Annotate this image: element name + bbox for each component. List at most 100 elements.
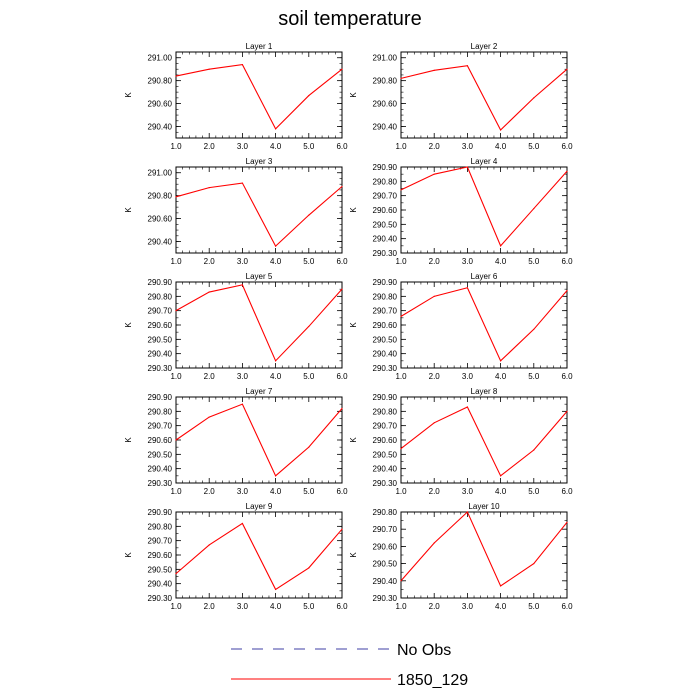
y-tick-label: 290.50 [373, 220, 398, 229]
y-tick-label: 290.90 [148, 508, 173, 517]
y-axis-label: K [349, 92, 358, 98]
y-tick-label: 290.70 [148, 422, 173, 431]
y-tick-label: 290.40 [148, 580, 173, 589]
plot-frame [175, 281, 343, 369]
y-tick-label: 290.70 [373, 422, 398, 431]
panel-layer-4: Layer 4 1.0 2.0 3.0 4.0 5.0 6.0 290.30 290.40 290… [349, 157, 573, 266]
y-axis-label: K [124, 92, 133, 98]
x-tick-label: 2.0 [204, 372, 216, 381]
data-point [500, 129, 502, 131]
data-point [400, 77, 402, 79]
y-tick-label: 290.50 [148, 565, 173, 574]
y-tick-label: 290.40 [373, 465, 398, 474]
y-tick-label: 290.40 [148, 350, 173, 359]
x-tick-label: 6.0 [336, 372, 348, 381]
y-tick-label: 290.80 [148, 407, 173, 416]
data-point [308, 325, 310, 328]
data-point [341, 68, 343, 70]
series-line-1850-129 [400, 406, 568, 477]
legend: No Obs 1850_129 [231, 642, 468, 689]
x-tick-label: 4.0 [495, 487, 507, 496]
y-tick-label: 290.90 [148, 393, 173, 402]
data-point [566, 290, 568, 292]
data-point [308, 94, 310, 97]
y-tick-label: 290.80 [148, 522, 173, 531]
panel-title: Layer 6 [471, 272, 498, 281]
panel-title: Layer 7 [246, 387, 273, 396]
panel-layer-10: Layer 10 1.0 2.0 3.0 4.0 5.0 6.0 290.30 290.40 29… [349, 502, 573, 611]
panel-title: Layer 8 [471, 387, 498, 396]
x-tick-label: 5.0 [303, 602, 315, 611]
x-tick-label: 1.0 [170, 602, 182, 611]
y-tick-label: 290.40 [148, 123, 173, 132]
x-tick-label: 4.0 [495, 602, 507, 611]
data-point [466, 166, 468, 168]
data-point [208, 291, 210, 293]
data-point [466, 65, 468, 67]
y-tick-label: 290.40 [373, 235, 398, 244]
y-tick-label: 290.60 [373, 542, 398, 551]
data-point [341, 288, 343, 290]
y-tick-label: 290.30 [148, 364, 173, 373]
y-tick-label: 290.50 [148, 335, 173, 344]
x-tick-label: 4.0 [495, 142, 507, 151]
y-tick-label: 290.60 [373, 321, 398, 330]
y-tick-label: 290.80 [373, 292, 398, 301]
x-tick-label: 1.0 [170, 142, 182, 151]
y-tick-label: 290.30 [148, 594, 173, 603]
x-tick-label: 6.0 [561, 487, 573, 496]
y-tick-label: 290.50 [373, 560, 398, 569]
x-tick-label: 3.0 [237, 142, 249, 151]
x-tick-label: 6.0 [336, 487, 348, 496]
y-axis-label: K [124, 437, 133, 443]
legend-label-1: No Obs [397, 642, 451, 659]
panel-title: Layer 10 [468, 502, 500, 511]
x-tick-label: 1.0 [395, 372, 407, 381]
data-point [533, 328, 535, 330]
x-tick-label: 5.0 [303, 372, 315, 381]
x-tick-label: 5.0 [528, 602, 540, 611]
series-line-1850-129 [400, 511, 568, 587]
y-tick-label: 290.70 [148, 307, 173, 316]
x-tick-label: 6.0 [561, 257, 573, 266]
data-point [275, 588, 277, 591]
data-point [275, 128, 277, 130]
data-point [500, 585, 502, 587]
x-tick-label: 5.0 [528, 257, 540, 266]
data-point [308, 214, 310, 216]
y-tick-label: 290.50 [148, 450, 173, 459]
x-tick-label: 2.0 [429, 602, 441, 611]
y-tick-label: 290.80 [148, 77, 173, 86]
panel-title: Layer 1 [246, 42, 273, 51]
data-point [533, 563, 535, 565]
x-tick-label: 3.0 [462, 487, 474, 496]
plot-frame [400, 511, 568, 599]
data-point [241, 284, 243, 286]
y-tick-label: 290.40 [148, 238, 173, 247]
y-tick-label: 290.70 [148, 537, 173, 546]
data-point [433, 295, 435, 297]
y-tick-label: 290.40 [373, 123, 398, 132]
panel-title: Layer 2 [471, 42, 498, 51]
x-tick-label: 1.0 [395, 257, 407, 266]
x-tick-label: 6.0 [561, 602, 573, 611]
x-tick-label: 4.0 [495, 257, 507, 266]
x-tick-label: 4.0 [495, 372, 507, 381]
y-tick-label: 290.70 [373, 307, 398, 316]
data-point [533, 207, 535, 210]
data-point [241, 522, 243, 525]
y-axis-label: K [349, 437, 358, 443]
x-tick-label: 6.0 [336, 142, 348, 151]
x-tick-label: 5.0 [528, 372, 540, 381]
data-point [208, 416, 210, 418]
plot-frame [175, 511, 343, 599]
x-tick-label: 3.0 [237, 257, 249, 266]
x-tick-label: 4.0 [270, 257, 282, 266]
data-point [275, 360, 277, 362]
y-tick-label: 290.40 [373, 350, 398, 359]
data-point [400, 189, 402, 191]
data-point [175, 310, 177, 312]
data-point [433, 542, 435, 544]
data-point [341, 185, 343, 188]
